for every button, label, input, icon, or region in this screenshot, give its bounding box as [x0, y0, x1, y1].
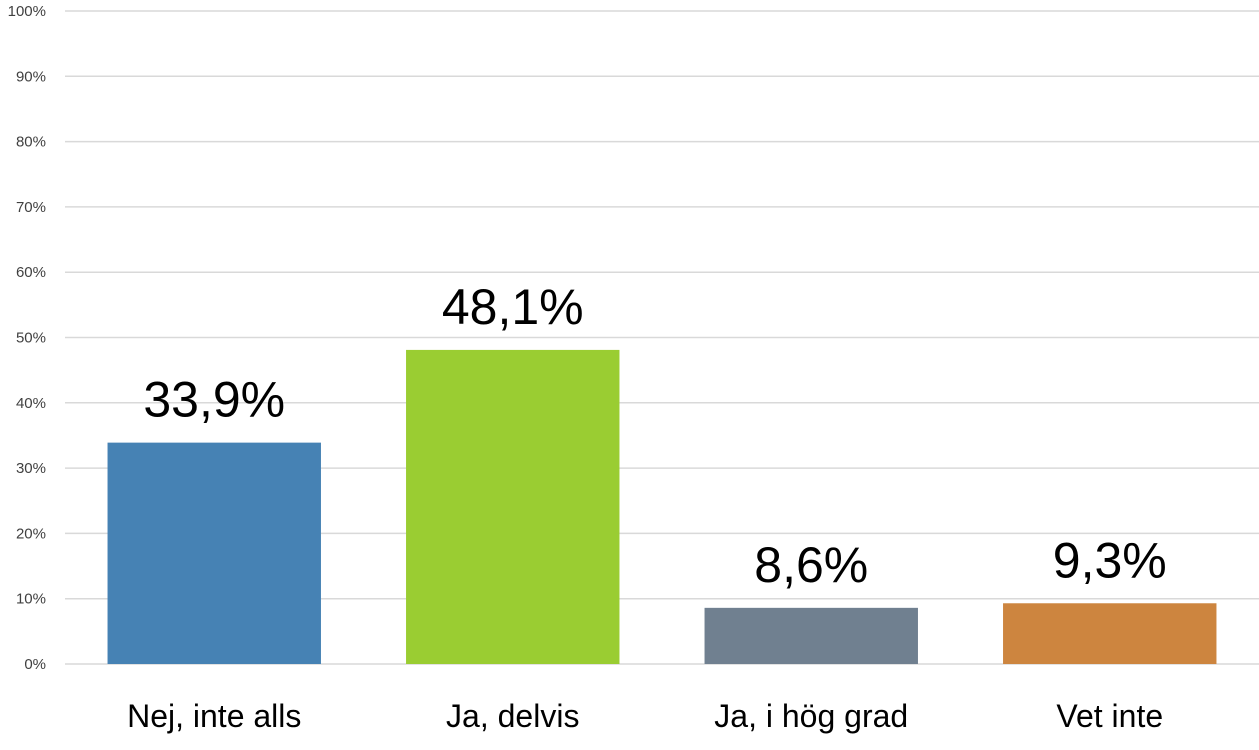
y-tick-label: 70%	[16, 199, 46, 216]
y-tick-label: 40%	[16, 395, 46, 412]
data-labels: 33,9% 48,1% 8,6% 9,3%	[143, 279, 1166, 593]
category-label: Nej, inte alls	[127, 698, 301, 734]
category-label: Ja, i hög grad	[714, 698, 908, 734]
y-tick-label: 10%	[16, 591, 46, 608]
y-tick-label: 20%	[16, 525, 46, 542]
data-label: 48,1%	[442, 279, 584, 335]
data-label: 33,9%	[143, 372, 285, 428]
y-tick-label: 0%	[24, 656, 46, 673]
y-tick-label: 80%	[16, 134, 46, 151]
y-tick-label: 30%	[16, 460, 46, 477]
y-tick-label: 50%	[16, 330, 46, 347]
y-tick-label: 100%	[8, 3, 46, 20]
data-label: 8,6%	[754, 537, 868, 593]
y-axis-tick-labels: 0% 10% 20% 30% 40% 50% 60% 70% 80% 90% 100%	[8, 3, 46, 673]
y-tick-label: 90%	[16, 68, 46, 85]
bar-nej-inte-alls	[107, 442, 321, 664]
bar-ja-i-h-g-grad	[704, 607, 918, 664]
bar-ja-delvis	[406, 349, 620, 664]
data-label: 9,3%	[1053, 532, 1167, 588]
y-tick-label: 60%	[16, 264, 46, 281]
bar-vet-inte	[1003, 603, 1217, 664]
category-label: Vet inte	[1056, 698, 1163, 734]
bars	[107, 349, 1217, 664]
category-labels: Nej, inte alls Ja, delvis Ja, i hög grad Ve…	[127, 698, 1163, 734]
category-label: Ja, delvis	[446, 698, 579, 734]
